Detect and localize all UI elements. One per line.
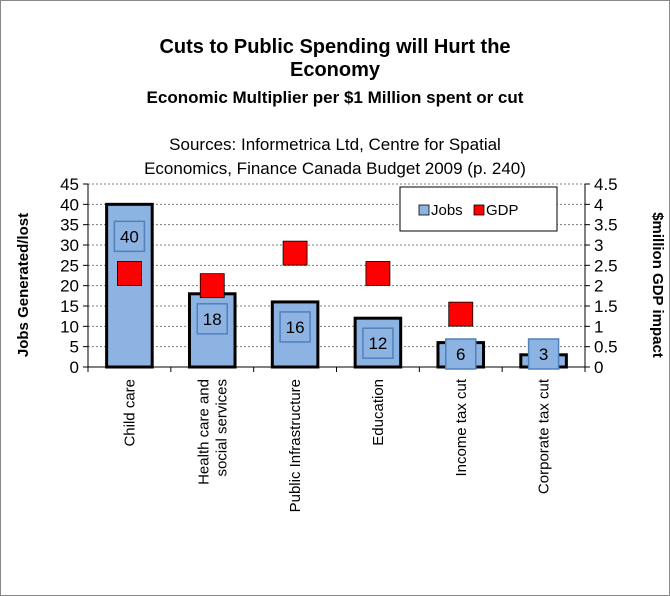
gdp-marker	[448, 301, 474, 327]
axes	[83, 183, 590, 372]
gdp-marker	[282, 240, 308, 266]
left-tick-label: 40	[60, 195, 79, 214]
category-label-line: Education	[370, 379, 387, 446]
right-axis-ticks: 00.5 11.52 2.533.5 44.5	[594, 175, 618, 377]
data-label-box	[362, 327, 394, 359]
right-tick-label: 2	[594, 277, 603, 296]
right-tick-label: 2.5	[594, 256, 618, 275]
category-label: Child care	[121, 379, 138, 447]
category-label-line: Public Infrastructure	[287, 379, 304, 512]
left-tick-label: 35	[60, 216, 79, 235]
left-tick-label: 5	[70, 338, 79, 357]
chart-title-line-2: Economy	[290, 59, 381, 81]
category-label: Health care and social services	[195, 379, 230, 485]
category-label: Income tax cut	[453, 378, 470, 476]
source-line-1: Sources: Informetrica Ltd, Centre for Sp…	[169, 135, 501, 154]
right-tick-label: 4	[594, 195, 603, 214]
gdp-marker	[365, 261, 391, 286]
data-label: 6	[456, 345, 465, 364]
data-label-box	[196, 303, 228, 335]
left-tick-label: 45	[60, 175, 79, 194]
right-tick-label: 3	[594, 236, 603, 255]
legend: Jobs GDP	[399, 186, 558, 232]
left-tick-label: 30	[60, 236, 79, 255]
category-label-line: Corporate tax cut	[536, 378, 553, 494]
gridlines	[88, 183, 585, 348]
source-line-2: Economics, Finance Canada Budget 2009 (p…	[144, 159, 526, 178]
legend-jobs-label: Jobs	[431, 202, 463, 219]
left-tick-label: 10	[60, 317, 79, 336]
data-label-box	[279, 311, 311, 343]
left-tick-label: 20	[60, 277, 79, 296]
right-tick-label: 1	[594, 317, 603, 336]
data-label: 12	[368, 334, 387, 353]
data-label-box	[113, 220, 146, 253]
category-label-line: Health care and	[195, 379, 212, 485]
category-label: Public Infrastructure	[287, 379, 304, 512]
category-label-line: Income tax cut	[453, 378, 470, 476]
y-axis-title-left: Jobs Generated/lost	[15, 213, 32, 357]
bar-data-labels: 40 18 16 12 6 3	[113, 220, 560, 370]
legend-gdp-label: GDP	[486, 202, 519, 219]
chart-title-line-1: Cuts to Public Spending will Hurt the	[159, 36, 510, 58]
legend-jobs-swatch	[418, 204, 430, 216]
legend-gdp-swatch	[473, 204, 485, 216]
left-tick-label: 15	[60, 297, 79, 316]
chart-subtitle: Economic Multiplier per $1 Million spent…	[147, 88, 524, 107]
right-tick-label: 1.5	[594, 297, 618, 316]
data-label: 18	[203, 310, 222, 329]
category-label-line: Child care	[121, 379, 138, 447]
category-labels: Child care Health care and social services…	[121, 378, 552, 512]
category-label-line: social services	[213, 379, 230, 477]
data-label-box	[527, 338, 560, 370]
left-tick-label: 0	[70, 358, 79, 377]
data-label: 3	[539, 345, 548, 364]
right-tick-label: 4.5	[594, 175, 618, 194]
gdp-marker	[199, 273, 225, 299]
right-tick-label: 0.5	[594, 338, 618, 357]
gdp-marker	[117, 261, 142, 286]
left-tick-label: 25	[60, 256, 79, 275]
data-label: 40	[120, 227, 139, 246]
right-tick-label: 3.5	[594, 216, 618, 235]
category-label: Education	[370, 379, 387, 446]
y-axis-title-right: $million GDP impact	[649, 212, 666, 358]
category-label: Corporate tax cut	[536, 378, 553, 494]
data-label-box	[445, 338, 477, 370]
right-tick-label: 0	[594, 358, 603, 377]
data-label: 16	[286, 318, 305, 337]
